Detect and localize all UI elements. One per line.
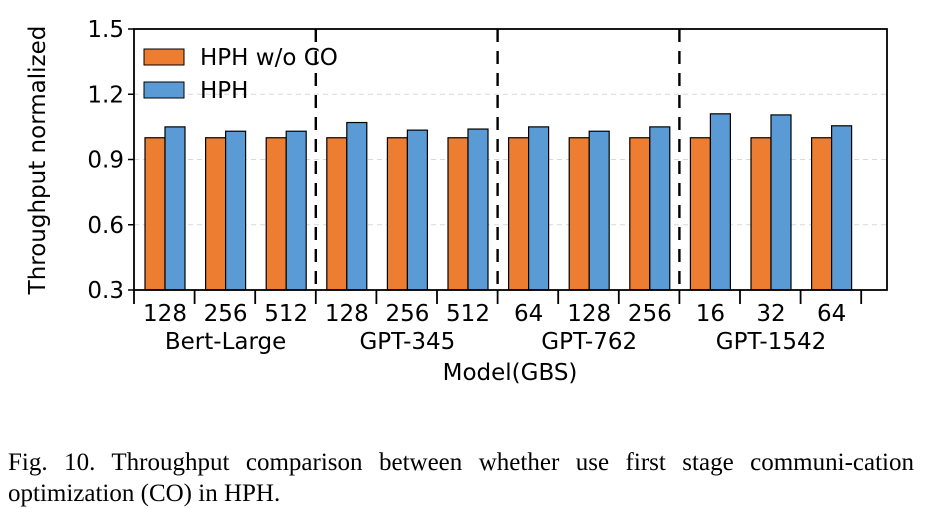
bar-hph <box>709 113 732 291</box>
bar-hph <box>285 130 307 291</box>
x-tick-label: 128 <box>567 301 611 327</box>
bar-hph <box>770 114 792 291</box>
bar-hph-wo-co <box>386 137 408 291</box>
group-label: GPT-762 <box>541 329 637 355</box>
x-tick-label: 256 <box>385 301 429 327</box>
legend-label-hph: HPH <box>200 78 248 104</box>
x-tick-label: 64 <box>817 301 846 327</box>
x-tick-label: 512 <box>264 301 308 327</box>
y-axis-ticks: 0.3 0.6 0.9 1.2 1.5 <box>87 17 134 304</box>
bars <box>144 113 853 291</box>
bar-hph-wo-co <box>810 137 833 291</box>
bar-hph <box>527 126 550 291</box>
y-tick-label: 1.2 <box>87 82 124 108</box>
bar-hph <box>830 125 853 291</box>
x-tick-label: 256 <box>628 301 672 327</box>
group-labels: Bert-Large GPT-345 GPT-762 GPT-1542 <box>165 329 826 355</box>
x-tick-label: 128 <box>325 301 369 327</box>
bar-hph-wo-co <box>689 137 712 291</box>
bar-hph-wo-co <box>144 137 166 291</box>
legend-swatch-hph <box>143 81 185 99</box>
y-axis-label: Throughput normalized <box>25 26 51 296</box>
legend-label-hph-wo-co: HPH w/o CO <box>200 45 338 71</box>
bar-hph-wo-co <box>568 137 590 291</box>
x-tick-label: 128 <box>143 301 187 327</box>
bar-hph <box>588 130 610 291</box>
bar-hph-wo-co <box>265 137 287 291</box>
x-axis-ticks: 128 256 512 128 256 512 64 128 256 16 32 64 <box>133 290 863 327</box>
y-tick-label: 1.5 <box>87 17 124 43</box>
bar-hph-wo-co <box>629 137 651 291</box>
group-label: Bert-Large <box>165 329 286 355</box>
x-tick-label: 256 <box>204 301 248 327</box>
bar-hph-wo-co <box>750 137 772 291</box>
bar-hph-wo-co <box>205 137 227 291</box>
x-tick-label: 512 <box>446 301 490 327</box>
y-tick-label: 0.9 <box>87 148 124 174</box>
legend: HPH w/o CO HPH <box>143 45 338 104</box>
legend-swatch-hph-wo-co <box>143 48 185 66</box>
x-tick-label: 32 <box>756 301 785 327</box>
group-label: GPT-1542 <box>716 329 826 355</box>
x-axis-label: Model(GBS) <box>443 360 578 386</box>
bar-hph-wo-co <box>326 137 348 291</box>
bar-hph <box>225 130 247 291</box>
figure-caption: Fig. 10. Throughput comparison between w… <box>8 449 914 507</box>
group-label: GPT-345 <box>359 329 455 355</box>
bar-hph <box>467 128 489 291</box>
y-tick-label: 0.6 <box>87 213 124 239</box>
bar-hph <box>164 126 186 291</box>
x-tick-label: 64 <box>514 301 543 327</box>
bar-hph-wo-co <box>447 137 469 291</box>
bar-hph <box>346 121 368 291</box>
bar-hph <box>649 126 671 291</box>
x-tick-label: 16 <box>696 301 725 327</box>
throughput-bar-chart: 0.3 0.6 0.9 1.2 1.5 128 256 512 128 256 512 64 128 2… <box>25 17 888 386</box>
y-tick-label: 0.3 <box>87 278 124 304</box>
bar-hph <box>406 129 428 291</box>
bar-hph-wo-co <box>508 137 530 291</box>
